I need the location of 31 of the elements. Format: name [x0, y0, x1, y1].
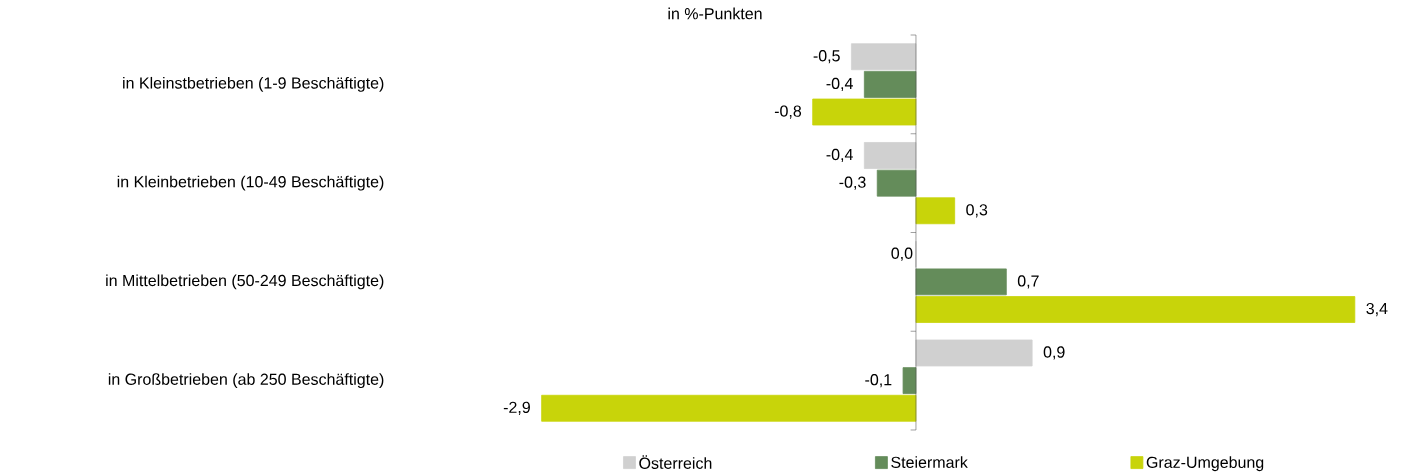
data-label: -0,4 — [826, 77, 853, 91]
data-label: -2,9 — [503, 401, 530, 415]
bar — [902, 366, 917, 394]
y-tick-label: in Mittelbetrieben (50-249 Beschäftigte) — [106, 274, 384, 290]
data-label: -0,3 — [839, 176, 866, 190]
legend-label: Graz-Umgebung — [1146, 456, 1264, 471]
y-tick-label: in Kleinbetrieben (10-49 Beschäftigte) — [117, 175, 384, 191]
bar — [541, 394, 917, 422]
bar — [915, 295, 1356, 323]
bar — [915, 197, 956, 224]
data-label: 3,4 — [1366, 302, 1388, 316]
data-label: -0,1 — [865, 373, 892, 387]
bar — [812, 98, 917, 126]
data-label: -0,5 — [813, 49, 840, 64]
bar — [915, 268, 1007, 296]
data-label: 0,7 — [1017, 275, 1039, 289]
y-tick-label: in Großbetrieben (ab 250 Beschäftigte) — [108, 372, 384, 388]
data-label: -0,4 — [826, 148, 853, 162]
bar — [915, 339, 1033, 367]
bar — [876, 169, 917, 197]
bar — [851, 43, 917, 70]
bar — [863, 70, 917, 98]
data-label: 0,3 — [966, 203, 988, 218]
legend-label: Österreich — [639, 455, 712, 469]
data-label: 0,9 — [1043, 346, 1065, 360]
data-label: 0,0 — [891, 247, 913, 261]
y-tick-label: in Kleinstbetrieben (1-9 Beschäftigte) — [123, 76, 384, 92]
chart-subtitle: in %-Punkten — [668, 7, 762, 20]
bar — [863, 141, 917, 169]
data-label: -0,8 — [774, 105, 802, 119]
legend-label: Steiermark — [891, 456, 968, 468]
